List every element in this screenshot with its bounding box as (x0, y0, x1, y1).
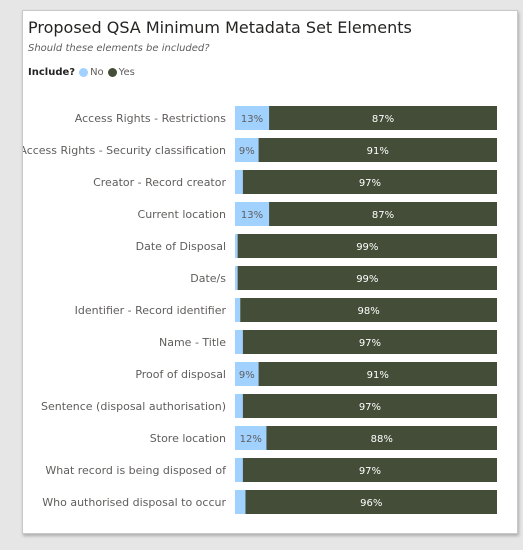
legend: Include? No Yes (28, 67, 139, 78)
bar-segment-yes[interactable] (269, 106, 497, 130)
bar-segment-yes[interactable] (269, 202, 497, 226)
category-label: Date of Disposal (136, 240, 226, 253)
data-label-yes: 98% (358, 306, 380, 317)
bar-segment-yes[interactable] (242, 330, 497, 354)
legend-no-label: No (90, 67, 104, 78)
category-label: Sentence (disposal authorisation) (41, 400, 226, 413)
bar-segment-no[interactable] (235, 330, 243, 354)
bar-segment-yes[interactable] (258, 138, 497, 162)
category-label: Who authorised disposal to occur (42, 496, 226, 509)
legend-yes-label: Yes (118, 67, 135, 78)
category-label: Access Rights - Security classification (23, 144, 226, 157)
data-label-yes: 97% (359, 402, 381, 413)
data-label-no: 9% (239, 370, 255, 381)
legend-no-swatch (79, 68, 89, 77)
bar-segment-yes[interactable] (240, 298, 498, 322)
category-label: What record is being disposed of (45, 464, 227, 477)
legend-yes-swatch (107, 68, 117, 77)
data-label-yes: 96% (360, 498, 382, 509)
bar-segment-no[interactable] (235, 458, 243, 482)
bar-segment-no[interactable] (235, 426, 267, 450)
data-label-yes: 97% (359, 338, 381, 349)
bar-segment-no[interactable] (235, 394, 243, 418)
bar-segment-yes[interactable] (266, 426, 497, 450)
category-label: Name - Title (159, 336, 226, 349)
bar-segment-yes[interactable] (245, 490, 497, 514)
category-label: Creator - Record creator (93, 176, 226, 189)
category-label: Date/s (190, 272, 226, 285)
category-label: Current location (138, 208, 226, 221)
legend-item-yes[interactable]: Yes (107, 67, 135, 78)
bar-segment-yes[interactable] (242, 394, 497, 418)
category-label: Access Rights - Restrictions (75, 112, 226, 125)
category-label: Store location (150, 432, 226, 445)
bar-segment-no[interactable] (235, 362, 259, 386)
legend-item-no[interactable]: No (79, 67, 104, 78)
data-label-yes: 88% (371, 434, 393, 445)
chart-title: Proposed QSA Minimum Metadata Set Elemen… (28, 18, 412, 37)
bar-segment-yes[interactable] (237, 234, 497, 258)
bar-segment-yes[interactable] (258, 362, 497, 386)
legend-title: Include? (28, 67, 76, 78)
bar-segment-no[interactable] (235, 106, 270, 130)
category-label: Proof of disposal (135, 368, 226, 381)
bar-segment-yes[interactable] (237, 266, 497, 290)
data-label-no: 12% (240, 434, 262, 445)
bar-segment-yes[interactable] (242, 170, 497, 194)
data-label-yes: 87% (372, 114, 394, 125)
bar-segment-yes[interactable] (242, 458, 497, 482)
bar-segment-no[interactable] (235, 138, 259, 162)
data-label-no: 13% (241, 114, 263, 125)
bar-segment-no[interactable] (235, 202, 270, 226)
category-label: Identifier - Record identifier (75, 304, 227, 317)
data-label-yes: 91% (367, 146, 389, 157)
chart-subtitle: Should these elements be included? (28, 43, 210, 54)
data-label-yes: 99% (356, 242, 378, 253)
bar-chart: Access Rights - Restrictions 13% 87% Access… (23, 106, 498, 514)
bar-segment-no[interactable] (235, 266, 238, 290)
data-label-yes: 97% (359, 466, 381, 477)
data-label-yes: 97% (359, 178, 381, 189)
data-label-yes: 91% (367, 370, 389, 381)
data-label-no: 9% (239, 146, 255, 157)
bar-segment-no[interactable] (235, 298, 241, 322)
bar-segment-no[interactable] (235, 170, 243, 194)
chart-card: Proposed QSA Minimum Metadata Set Elemen… (22, 10, 518, 534)
data-label-no: 13% (241, 210, 263, 221)
bar-segment-no[interactable] (235, 490, 246, 514)
data-label-yes: 99% (356, 274, 378, 285)
bar-segment-no[interactable] (235, 234, 238, 258)
data-label-yes: 87% (372, 210, 394, 221)
